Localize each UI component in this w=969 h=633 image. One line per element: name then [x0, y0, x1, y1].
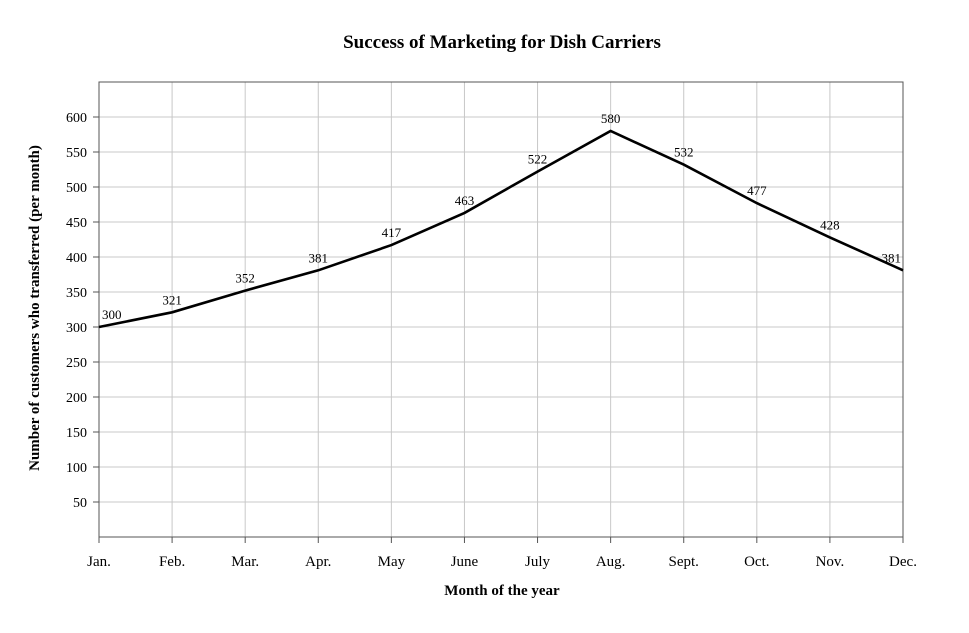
data-label: 428 [820, 217, 840, 232]
data-label: 352 [235, 271, 255, 286]
x-tick-label: Sept. [669, 554, 699, 570]
y-tick-label: 50 [73, 496, 87, 511]
data-labels: 300 321 352 381 417 463 522 580 532 477 428 381 [102, 111, 901, 322]
y-tick-label: 300 [66, 321, 87, 336]
x-tick-label: May [378, 554, 406, 570]
x-tick-label: Mar. [231, 554, 259, 570]
y-tick-label: 600 [66, 111, 87, 126]
y-tick-label: 550 [66, 146, 87, 161]
y-tick-label: 450 [66, 216, 87, 231]
series-line [99, 131, 903, 327]
x-tick-label: Jan. [87, 554, 111, 570]
y-tick-label: 250 [66, 356, 87, 371]
x-tick-label: Nov. [816, 554, 845, 570]
x-tick-label: Oct. [744, 554, 769, 570]
x-tick-label: July [525, 554, 551, 570]
y-axis-title: Number of customers who transferred (per… [27, 145, 43, 471]
data-label: 300 [102, 307, 122, 322]
chart-title: Success of Marketing for Dish Carriers [343, 32, 661, 53]
y-tick-label: 400 [66, 251, 87, 266]
y-tick-label: 150 [66, 426, 87, 441]
data-label: 381 [309, 250, 329, 265]
axis-ticks: 50 100 150 200 250 300 350 400 450 500 550 600 Jan. F… [66, 111, 917, 570]
data-label: 580 [601, 111, 621, 126]
plot-frame [99, 82, 903, 537]
y-tick-label: 500 [66, 181, 87, 196]
y-tick-label: 350 [66, 286, 87, 301]
grid-lines [99, 82, 903, 537]
y-tick-label: 100 [66, 461, 87, 476]
data-label: 381 [882, 250, 902, 265]
data-label: 417 [382, 225, 402, 240]
x-tick-label: Apr. [305, 554, 331, 570]
x-tick-label: Dec. [889, 554, 917, 570]
data-label: 321 [162, 292, 182, 307]
x-axis-title: Month of the year [444, 583, 560, 599]
x-tick-label: June [451, 554, 479, 570]
data-label: 463 [455, 193, 475, 208]
x-tick-label: Aug. [596, 554, 626, 570]
series-layer [99, 131, 903, 327]
y-tick-label: 200 [66, 391, 87, 406]
data-label: 532 [674, 145, 694, 160]
data-label: 522 [528, 152, 548, 167]
x-tick-label: Feb. [159, 554, 185, 570]
data-label: 477 [747, 183, 767, 198]
